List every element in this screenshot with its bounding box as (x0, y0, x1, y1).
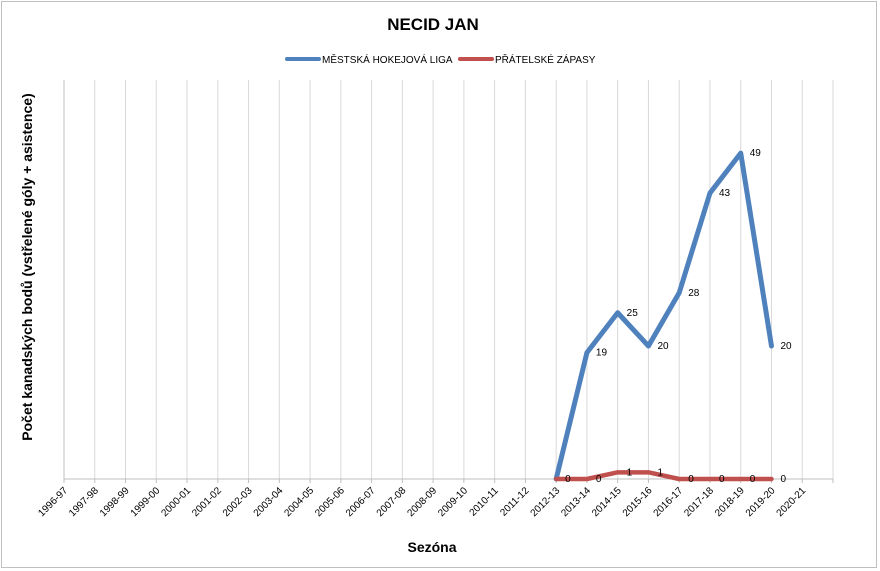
data-label: 0 (565, 474, 571, 485)
x-tick-label: 2013-14 (559, 485, 593, 519)
data-label: 43 (719, 188, 731, 199)
y-axis-label: Počet kanadských bodů (vstřelené góly + … (19, 93, 35, 440)
series-lines (553, 150, 774, 482)
x-tick-label: 2014-15 (590, 485, 624, 519)
data-label: 0 (719, 474, 725, 485)
x-tick-label: 2015-16 (621, 485, 655, 519)
data-label: 49 (750, 148, 762, 159)
x-tick-label: 2020-21 (775, 485, 809, 519)
legend-label-series-1: MĚSTSKÁ HOKEJOVÁ LIGA (322, 53, 453, 66)
data-label: 20 (780, 341, 792, 352)
data-label: 25 (627, 308, 639, 319)
x-tick-label: 2005-06 (313, 485, 347, 519)
x-tick-label: 1996-97 (36, 485, 70, 519)
x-tick-label: 2004-05 (282, 485, 316, 519)
x-tick-label: 2017-18 (682, 485, 716, 519)
axes (63, 80, 834, 483)
x-tick-label: 2010-11 (468, 485, 502, 519)
x-tick-label: 2000-01 (159, 485, 193, 519)
x-tick-label: 2001-02 (190, 485, 224, 519)
x-tick-label: 2006-07 (344, 485, 378, 519)
x-tick-label: 1998-99 (98, 485, 132, 519)
x-tick-label: 2012-13 (529, 485, 563, 519)
x-axis-label: Sezóna (407, 539, 456, 555)
x-tick-label: 2003-04 (252, 485, 286, 519)
gridlines (94, 80, 834, 479)
data-label: 0 (750, 474, 756, 485)
x-tick-label: 2018-19 (713, 485, 747, 519)
x-tick-label: 2011-12 (498, 485, 532, 519)
data-label: 28 (688, 288, 700, 299)
x-tick-label: 2009-10 (436, 485, 470, 519)
x-tick-label: 2007-08 (375, 485, 409, 519)
data-label: 1 (657, 467, 663, 478)
data-label: 1 (627, 467, 633, 478)
x-tick-label: 2016-17 (652, 485, 686, 519)
legend-label-series-2: PŘÁTELSKÉ ZÁPASY (495, 53, 596, 66)
data-label: 0 (596, 474, 602, 485)
x-tick-label: 2008-09 (406, 485, 440, 519)
x-tick-label: 1997-98 (67, 485, 101, 519)
x-tick-label: 2002-03 (221, 485, 255, 519)
data-label: 0 (780, 474, 786, 485)
x-tick-label: 2019-20 (744, 485, 778, 519)
legend: MĚSTSKÁ HOKEJOVÁ LIGA PŘÁTELSKÉ ZÁPASY (285, 53, 596, 66)
x-tick-label: 1999-00 (129, 485, 163, 519)
data-labels: 19 25 20 28 43 49 20 0 0 1 1 0 0 0 0 (565, 148, 792, 485)
chart-title: NECID JAN (387, 15, 479, 34)
series-line-pratelske-zapasy (553, 470, 774, 482)
series-line-mestska-hokejova-liga (553, 150, 774, 482)
x-tick-labels: 1996-971997-981998-991999-002000-012001-… (36, 485, 808, 519)
data-label: 0 (688, 474, 694, 485)
data-label: 19 (596, 348, 608, 359)
data-label: 20 (657, 341, 669, 352)
